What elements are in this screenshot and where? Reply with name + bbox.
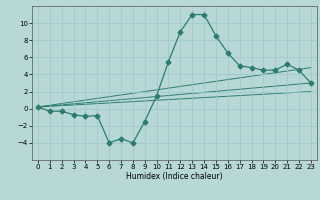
X-axis label: Humidex (Indice chaleur): Humidex (Indice chaleur) xyxy=(126,172,223,181)
